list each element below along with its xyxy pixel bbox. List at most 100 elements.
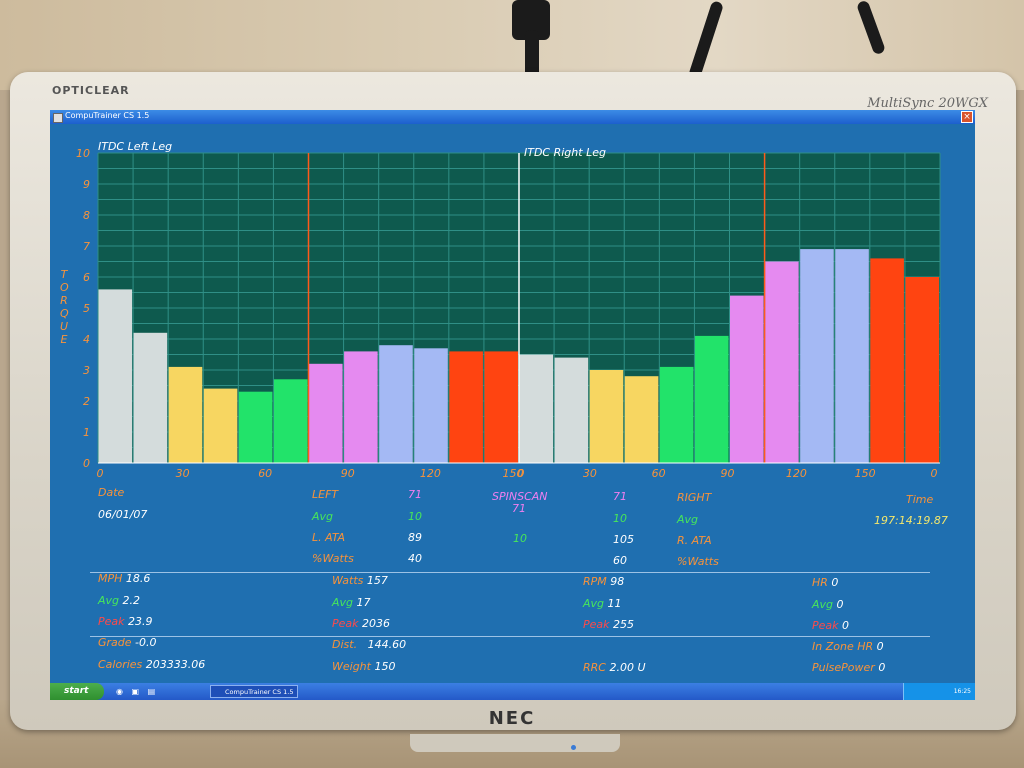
- mph-peak-label: Peak: [98, 615, 125, 628]
- taskbar: start ◉ ▣ ▤ CompuTrainer CS 1.5 16:25: [50, 683, 975, 700]
- watts-peak-value: 2036: [362, 617, 391, 630]
- x-tick-label: 30: [583, 467, 597, 480]
- inzone-label: In Zone HR: [812, 640, 874, 653]
- l-watts-value: 40: [408, 552, 422, 565]
- rpm-row: RPM 98: [583, 575, 624, 588]
- rrc-label: RRC: [583, 661, 606, 674]
- taskbar-item-label: CompuTrainer CS 1.5: [225, 688, 294, 696]
- monitor-model: MultiSync 20WGX: [867, 96, 988, 111]
- inzone-row: In Zone HR 0: [812, 640, 884, 653]
- window-title: CompuTrainer CS 1.5: [65, 111, 150, 120]
- grade-label: Grade: [98, 636, 132, 649]
- torque-bar: [484, 351, 518, 463]
- watts-label: Watts: [332, 574, 364, 587]
- hr-avg-value: 0: [836, 598, 844, 611]
- r-watts-value: 60: [613, 554, 627, 567]
- y-tick-label: 4: [83, 333, 90, 346]
- torque-bar: [694, 335, 729, 463]
- grade-value: -0.0: [135, 636, 157, 649]
- x-tick-label: 90: [721, 467, 735, 480]
- y-tick-label: 0: [83, 457, 90, 470]
- rpm-peak-label: Peak: [583, 618, 610, 631]
- torque-bar: [203, 388, 238, 463]
- torque-bar: [730, 295, 764, 463]
- y-tick-label: 5: [83, 302, 90, 315]
- y-tick-label: 2: [83, 395, 90, 408]
- mph-avg-row: Avg 2.2: [98, 594, 140, 607]
- right-leg-title: ITDC Right Leg: [524, 146, 606, 159]
- monitor-maker: NEC: [488, 708, 536, 729]
- rrc-row: RRC 2.00 U: [583, 661, 646, 674]
- close-button[interactable]: ×: [961, 111, 973, 123]
- pulse-row: PulsePower 0: [812, 661, 885, 674]
- torque-bar: [870, 258, 904, 463]
- right-label: RIGHT: [677, 491, 712, 504]
- y-axis-label: TORQUE: [60, 268, 69, 346]
- rpm-label: RPM: [583, 575, 607, 588]
- y-tick-label: 10: [76, 147, 90, 160]
- rpm-avg-label: Avg: [583, 597, 605, 610]
- x-tick-label: 120: [786, 467, 807, 480]
- clock: 16:25: [953, 688, 971, 695]
- app-icon: [53, 113, 63, 123]
- torque-bar: [168, 366, 203, 463]
- left-value: 71: [408, 488, 422, 501]
- hr-row: HR 0: [812, 576, 838, 589]
- mph-row: MPH 18.6: [98, 572, 150, 585]
- mph-peak-row: Peak 23.9: [98, 615, 153, 628]
- rpm-value: 98: [610, 575, 625, 588]
- hr-peak-value: 0: [842, 619, 850, 632]
- torque-bar: [414, 348, 448, 463]
- start-button[interactable]: start: [50, 683, 104, 700]
- torque-bar: [273, 379, 308, 463]
- torque-bar: [835, 249, 869, 463]
- hr-avg-label: Avg: [812, 598, 834, 611]
- x-tick-label: 120: [420, 467, 441, 480]
- weight-value: 150: [374, 660, 396, 673]
- l-ata-label: L. ATA: [312, 531, 346, 544]
- time-label: Time: [906, 493, 934, 506]
- torque-bar: [238, 391, 273, 463]
- power-led: [571, 745, 576, 750]
- torque-bar: [800, 249, 834, 463]
- l-ata-value: 89: [408, 531, 422, 544]
- hr-peak-label: Peak: [812, 619, 839, 632]
- rpm-peak-value: 255: [613, 618, 635, 631]
- torque-bar: [765, 261, 799, 463]
- torque-bar: [98, 289, 133, 463]
- y-axis-title: TORQUE: [58, 268, 70, 346]
- torque-bar: [379, 345, 413, 463]
- mph-avg-label: Avg: [98, 594, 120, 607]
- torque-bar: [659, 366, 694, 463]
- pulse-value: 0: [878, 661, 886, 674]
- quick-launch-icons[interactable]: ◉ ▣ ▤: [116, 687, 159, 696]
- torque-bar: [309, 363, 343, 463]
- monitor-control-strip: [410, 734, 620, 752]
- watts-value: 157: [366, 574, 388, 587]
- time-value: 197:14:19.87: [874, 514, 948, 527]
- left-label: LEFT: [312, 488, 339, 501]
- spinscan-value: 71: [512, 502, 526, 515]
- r-watts-label: %Watts: [677, 555, 719, 568]
- date-label: Date: [98, 486, 125, 499]
- watts-avg-label: Avg: [332, 596, 354, 609]
- weight-label: Weight: [332, 660, 371, 673]
- watts-row: Watts 157: [332, 574, 388, 587]
- x-tick-label: 0: [97, 467, 104, 480]
- r-ata-label: R. ATA: [677, 534, 712, 547]
- inzone-value: 0: [876, 640, 884, 653]
- l-watts-label: %Watts: [312, 552, 354, 565]
- hr-avg-row: Avg 0: [812, 598, 844, 611]
- dist-label: Dist.: [332, 638, 358, 651]
- weight-row: Weight 150: [332, 660, 395, 673]
- torque-bar: [554, 357, 589, 463]
- watts-peak-row: Peak 2036: [332, 617, 390, 630]
- taskbar-item-computrainer[interactable]: CompuTrainer CS 1.5: [210, 685, 298, 698]
- mph-value: 18.6: [125, 572, 151, 585]
- right-avg-label: Avg: [677, 513, 699, 526]
- x-tick-label: 30: [176, 467, 190, 480]
- spinscan-label: SPINSCAN: [492, 490, 548, 503]
- torque-bar: [519, 354, 554, 463]
- watts-avg-row: Avg 17: [332, 596, 371, 609]
